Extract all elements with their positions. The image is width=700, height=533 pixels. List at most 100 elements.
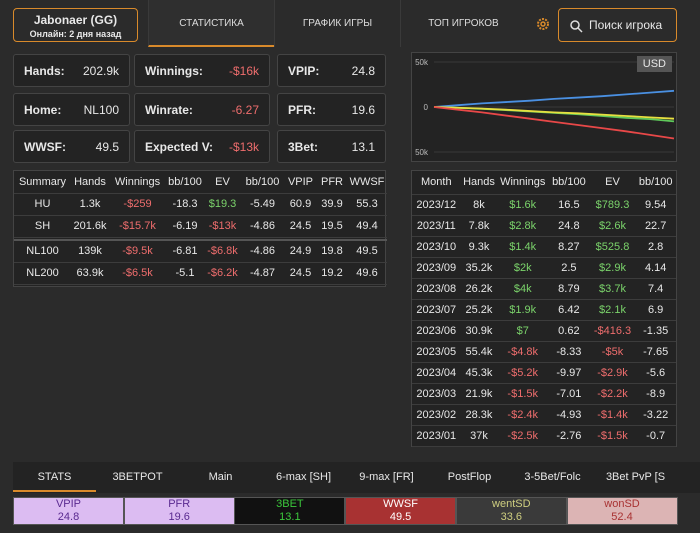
stat-label: wonSD — [604, 498, 640, 510]
table-cell: 24.8 — [548, 215, 590, 237]
stat-card: Winrate: -6.27 — [134, 93, 270, 126]
bottom-tab[interactable]: 3-5Bet/Folc — [524, 471, 581, 483]
bottom-tab[interactable]: Main — [208, 471, 233, 483]
table-cell: Winnings — [109, 171, 166, 194]
month-row: 2023/03 21.9k -$1.5k -7.01 -$2.2k -8.9 — [412, 383, 676, 405]
stat-label: PFR — [168, 498, 191, 510]
player-box[interactable]: Jabonaer (GG) Онлайн: 2 дня назад — [13, 8, 138, 42]
y-tick-label: 50k — [415, 148, 429, 157]
table-cell: 0.62 — [548, 320, 590, 342]
table-cell: 2023/12 — [412, 194, 461, 216]
table-cell: 19.5 — [317, 215, 347, 238]
table-cell: 2023/05 — [412, 341, 461, 363]
summary-row: SH 201.6k -$15.7k -6.19 -$13k -4.86 24.5 19.5 49… — [14, 215, 387, 238]
table-cell: VPIP — [284, 171, 317, 194]
bottom-tab[interactable]: 9-max [FR] — [359, 471, 414, 483]
tab[interactable]: ГРАФИК ИГРЫ — [274, 0, 400, 47]
card-value: 19.6 — [351, 102, 375, 117]
month-row: 2023/12 8k $1.6k 16.5 $789.3 9.54 — [412, 194, 676, 216]
table-cell: 9.3k — [460, 236, 498, 258]
chart: 50k 0 50k — [415, 58, 675, 157]
table-cell: NL200 — [14, 262, 71, 285]
table-cell: -$6.5k — [109, 262, 166, 285]
group-gap — [14, 237, 387, 241]
settings-icon[interactable] — [535, 16, 551, 32]
month-row: 2023/09 35.2k $2k 2.5 $2.9k 4.14 — [412, 257, 676, 279]
summary-row: NL100 139k -$9.5k -6.81 -$6.8k -4.86 24.9 19.8 4… — [14, 240, 387, 263]
bottom-tab[interactable]: 6-max [SH] — [275, 471, 331, 483]
search-placeholder: Поиск игрока — [589, 18, 663, 32]
table-cell: 2023/10 — [412, 236, 461, 258]
bottom-tab[interactable]: STATS — [13, 462, 96, 492]
table-cell: 16.5 — [548, 194, 590, 216]
table-cell: -$1.5k — [497, 383, 549, 405]
card-value: 13.1 — [351, 139, 375, 154]
table-cell: -18.3 — [166, 193, 204, 216]
table-cell: 19.2 — [317, 262, 347, 285]
tab[interactable]: ТОП ИГРОКОВ — [400, 0, 526, 47]
bottom-tab[interactable]: 3Bet PvP [S — [605, 471, 666, 483]
card-value: 24.8 — [351, 63, 375, 78]
summary-row: HU 1.3k -$259 -18.3 $19.3 -5.49 60.9 39.9 55.3 — [14, 193, 387, 216]
summary-grid: Summary Hands Winnings bb/100 EV bb/100 VPIP PF… — [14, 171, 387, 285]
table-cell: 49.4 — [347, 215, 387, 238]
table-cell: -$13k — [204, 215, 241, 238]
table-cell: 21.9k — [460, 383, 498, 405]
table-cell: $2k — [497, 257, 549, 279]
bottom-tab[interactable]: 3BETPOT — [112, 471, 163, 483]
card-value: NL100 — [83, 102, 119, 117]
table-cell: -8.9 — [635, 383, 676, 405]
table-cell: 1.3k — [71, 193, 109, 216]
card-label: Winrate: — [145, 102, 193, 117]
stat-cell: wentSD 33.6 — [455, 497, 567, 525]
month-row: 2023/04 45.3k -$5.2k -9.97 -$2.9k -5.6 — [412, 362, 676, 384]
table-cell: 24.5 — [284, 262, 317, 285]
chart-box: 50k 0 50k USD — [411, 52, 677, 162]
table-cell: $2.8k — [497, 215, 549, 237]
table-cell: 30.9k — [460, 320, 498, 342]
card-value: 202.9k — [82, 63, 119, 78]
card-label: Home: — [24, 102, 62, 117]
card-label: Winnings: — [145, 63, 203, 78]
y-tick-label: 0 — [424, 103, 429, 112]
table-cell: $1.9k — [497, 299, 549, 321]
stat-value: 13.1 — [279, 511, 301, 523]
month-row: 2023/02 28.3k -$2.4k -4.93 -$1.4k -3.22 — [412, 404, 676, 426]
month-row: 2023/07 25.2k $1.9k 6.42 $2.1k 6.9 — [412, 299, 676, 321]
table-cell: -$2.9k — [589, 362, 636, 384]
bottom-tabs: STATS 3BETPOT Main 6-max [SH] 9-max [FR] Post… — [13, 462, 700, 493]
card-value: -$16k — [228, 63, 259, 78]
search-box[interactable]: Поиск игрока — [558, 8, 677, 42]
stat-card: 3Bet: 13.1 — [277, 130, 386, 163]
table-cell: -6.81 — [166, 240, 204, 263]
card-value: 49.5 — [95, 139, 119, 154]
table-cell: -$2.2k — [589, 383, 636, 405]
table-cell: -$5k — [589, 341, 636, 363]
table-cell: 7.8k — [460, 215, 498, 237]
series-line — [433, 89, 675, 108]
table-cell: EV — [204, 171, 241, 194]
table-cell: 6.9 — [635, 299, 676, 321]
table-cell: -$1.4k — [589, 404, 636, 426]
stat-card: Hands: 202.9k — [13, 54, 130, 87]
stat-value: 49.5 — [389, 511, 412, 523]
stat-label: VPIP — [55, 498, 82, 510]
table-cell: -$4.8k — [497, 341, 549, 363]
table-cell: -$2.5k — [497, 425, 549, 447]
table-cell: 8.27 — [548, 236, 590, 258]
table-cell: PFR — [317, 171, 347, 194]
stat-label: WWSF — [383, 498, 418, 510]
table-cell: 28.3k — [460, 404, 498, 426]
table-cell: 2023/01 — [412, 425, 461, 447]
table-cell: SH — [14, 215, 71, 238]
tab[interactable]: СТАТИСТИКА — [148, 0, 274, 47]
table-cell: $4k — [497, 278, 549, 300]
table-cell: -$6.8k — [204, 240, 241, 263]
gap-cell — [14, 237, 387, 241]
bottom-tab[interactable]: PostFlop — [447, 471, 492, 483]
table-cell: -9.97 — [548, 362, 590, 384]
table-cell: -8.33 — [548, 341, 590, 363]
card-value: -$13k — [228, 139, 259, 154]
table-cell: -7.01 — [548, 383, 590, 405]
table-cell: -$9.5k — [109, 240, 166, 263]
